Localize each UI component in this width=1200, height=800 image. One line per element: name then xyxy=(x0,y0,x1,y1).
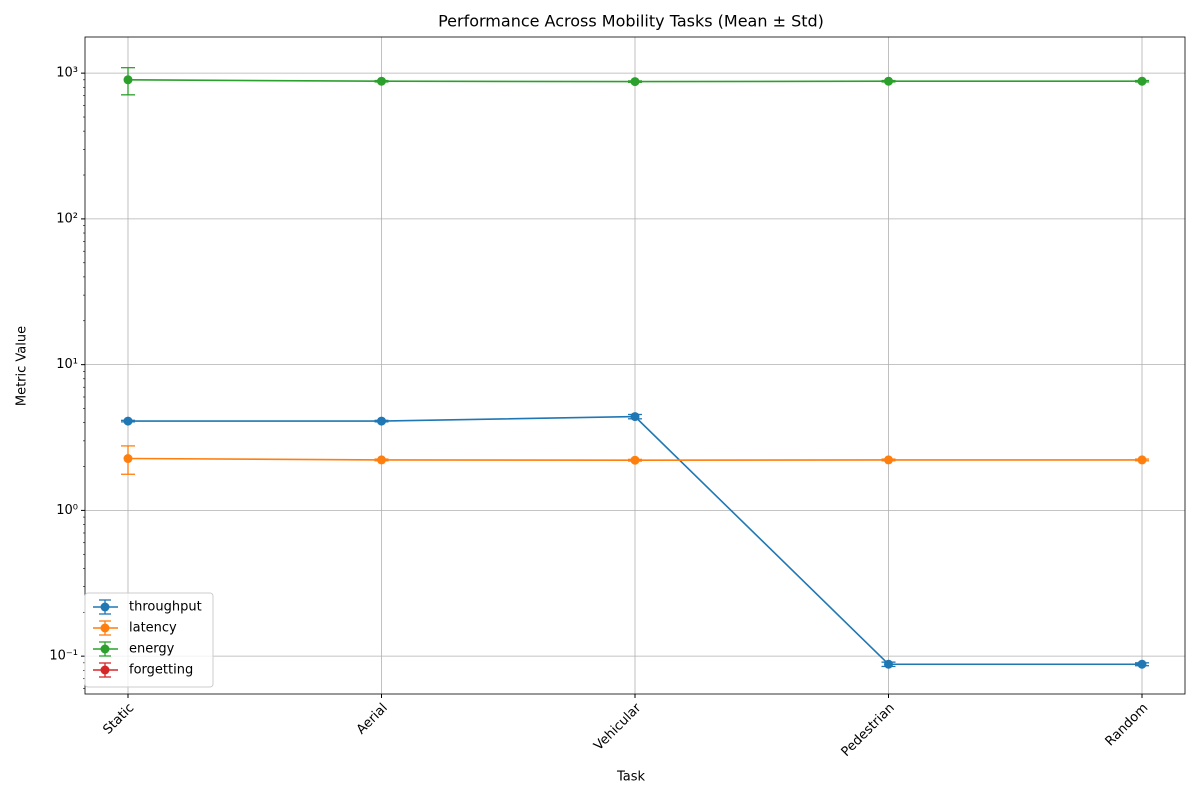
data-point xyxy=(377,416,386,426)
data-point xyxy=(884,76,893,86)
legend-marker xyxy=(100,665,110,675)
data-point xyxy=(630,412,640,422)
legend-label: latency xyxy=(129,621,177,636)
legend-label: energy xyxy=(129,642,175,657)
legend-marker xyxy=(100,623,110,633)
x-axis-label: Task xyxy=(616,770,646,785)
data-point xyxy=(377,455,386,465)
data-point xyxy=(1137,659,1147,669)
y-tick-label: 10¹ xyxy=(56,357,78,372)
data-point xyxy=(123,75,133,85)
data-point xyxy=(123,416,133,426)
data-point xyxy=(1137,455,1147,465)
data-point xyxy=(377,76,386,86)
data-point xyxy=(884,455,893,465)
chart-title: Performance Across Mobility Tasks (Mean … xyxy=(438,12,824,31)
legend-label: throughput xyxy=(129,600,202,615)
legend-marker xyxy=(100,602,110,612)
legend-box xyxy=(84,592,214,688)
legend-marker xyxy=(100,644,110,654)
axes-frame xyxy=(84,36,1186,695)
y-tick-label: 10⁰ xyxy=(56,503,78,518)
y-tick-label: 10² xyxy=(56,211,78,226)
legend-label: forgetting xyxy=(129,663,193,678)
data-point xyxy=(884,659,893,669)
y-tick-label: 10⁻¹ xyxy=(49,649,78,664)
data-point xyxy=(630,455,640,465)
y-tick-label: 10³ xyxy=(56,66,78,81)
data-point xyxy=(123,454,133,464)
y-axis-label: Metric Value xyxy=(15,326,30,406)
data-point xyxy=(1137,76,1147,86)
data-point xyxy=(630,77,640,87)
